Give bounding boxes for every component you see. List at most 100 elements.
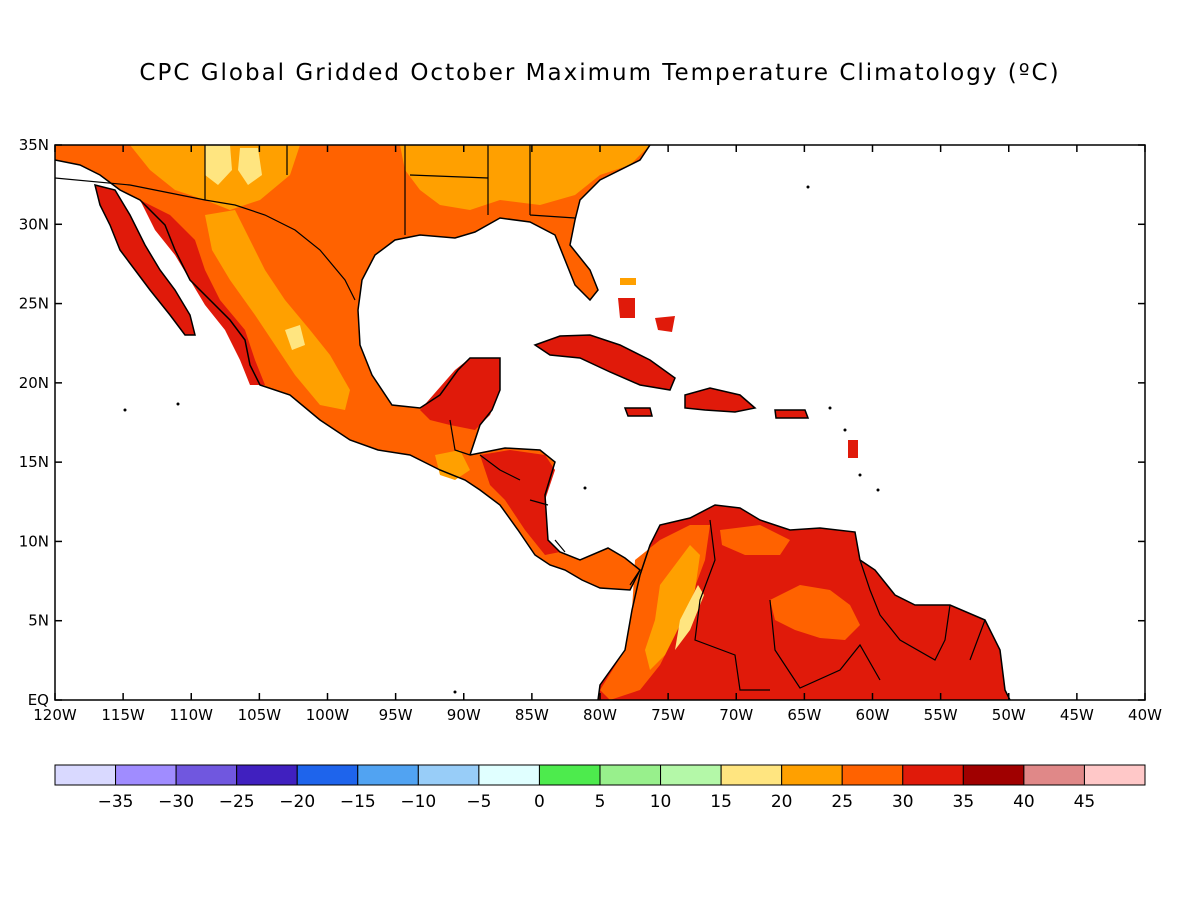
- colorbar-swatch: [841, 764, 904, 786]
- coast-jamaica: [623, 407, 653, 417]
- colorbar-swatch: [1083, 764, 1146, 786]
- region-andes-light: [645, 545, 700, 670]
- colorbar-swatch: [175, 764, 238, 786]
- region-central-america-light: [435, 450, 470, 480]
- colorbar-swatch: [478, 764, 540, 786]
- coast-puerto-rico: [774, 409, 810, 419]
- coast-cuba: [533, 334, 676, 391]
- lon-tick-label: 115W: [101, 706, 145, 724]
- lon-tick-label: 40W: [1128, 706, 1162, 724]
- region-cuba: [535, 335, 675, 390]
- island-dot: [583, 486, 587, 490]
- colorbar-swatch: [115, 764, 177, 786]
- border-us-states: [204, 145, 576, 235]
- lat-tick-label: 5N: [28, 612, 49, 630]
- axis-ticks: [54, 144, 1146, 701]
- island-dot: [176, 402, 180, 406]
- lon-tick-label: 45W: [1060, 706, 1094, 724]
- region-bahamas-2: [655, 316, 675, 332]
- lon-tick-label: 65W: [787, 706, 821, 724]
- colorbar-label: −30: [158, 792, 194, 812]
- colorbar-label: −20: [279, 792, 315, 812]
- lat-tick-label: 35N: [19, 136, 49, 154]
- island-dot: [828, 406, 832, 410]
- lon-tick-label: 75W: [651, 706, 685, 724]
- lon-tick-label: 90W: [447, 706, 481, 724]
- lon-tick-label: 70W: [719, 706, 753, 724]
- map-title: CPC Global Gridded October Maximum Tempe…: [139, 60, 1061, 86]
- lon-tick-label: 95W: [379, 706, 413, 724]
- colorbar-label: 0: [534, 792, 545, 812]
- region-bahamas-1: [618, 298, 635, 318]
- lat-tick-label: 15N: [19, 453, 49, 471]
- region-jamaica: [625, 408, 652, 416]
- colorbar-swatch: [538, 764, 601, 786]
- lat-tick-label: 30N: [19, 215, 49, 233]
- colorbar-swatch: [599, 764, 662, 786]
- colorbar-swatch: [54, 764, 117, 786]
- region-mexican-plateau: [205, 210, 350, 410]
- region-north-america: [55, 145, 650, 590]
- region-andes-yellow: [675, 585, 704, 650]
- colorbar-label: 10: [650, 792, 672, 812]
- colorbar-swatch: [781, 764, 843, 786]
- lon-tick-label: 55W: [924, 706, 958, 724]
- colorbar-swatch: [296, 764, 359, 786]
- colorbar-label: −25: [219, 792, 255, 812]
- island-dot: [876, 488, 880, 492]
- lon-tick-label: 110W: [170, 706, 214, 724]
- lon-tick-label: 60W: [856, 706, 890, 724]
- lon-tick-label: 50W: [992, 706, 1026, 724]
- coast-gulf-of-mexico: [357, 145, 651, 456]
- lon-tick-label: 105W: [238, 706, 282, 724]
- region-lesser-antilles: [848, 440, 858, 458]
- colorbar-label: −15: [340, 792, 376, 812]
- colorbar-label: 20: [771, 792, 793, 812]
- latitude-labels: 35N 30N 25N 20N 15N 10N 5N EQ: [19, 136, 49, 709]
- border-south-america: [629, 519, 986, 691]
- colorbar-swatch: [720, 764, 783, 786]
- coastlines: [55, 145, 1011, 700]
- region-yucatan: [420, 358, 500, 430]
- colorbar-label: 45: [1074, 792, 1096, 812]
- colorbar-label: 5: [595, 792, 606, 812]
- lon-tick-label: 100W: [306, 706, 350, 724]
- colorbar: −35 −30 −25 −20 −15 −10 −5 0 5 10 15 20 25 30 35 40 45: [54, 764, 1146, 812]
- colorbar-swatch: [417, 764, 480, 786]
- colorbar-label: 30: [892, 792, 914, 812]
- lon-tick-label: 120W: [33, 706, 77, 724]
- longitude-labels: 120W 115W 110W 105W 100W 95W 90W 85W 80W 75W 70W 65…: [33, 706, 1162, 724]
- island-dot: [806, 185, 810, 189]
- island-dot: [858, 473, 862, 477]
- lon-tick-label: 80W: [583, 706, 617, 724]
- region-mexico-yellow: [285, 325, 305, 350]
- colorbar-swatch: [1023, 764, 1085, 786]
- colorbar-label: 35: [953, 792, 975, 812]
- colorbar-swatch: [902, 764, 964, 786]
- region-central-america-red: [480, 450, 560, 555]
- colorbar-label: −5: [466, 792, 491, 812]
- coast-south-america: [597, 504, 1011, 700]
- region-hispaniola: [685, 388, 755, 412]
- border-central-america: [449, 419, 566, 553]
- region-baja: [95, 185, 195, 335]
- region-plateau-yellow: [205, 145, 232, 185]
- colorbar-label: 15: [710, 792, 732, 812]
- colorbar-label: −10: [400, 792, 436, 812]
- island-dot: [453, 690, 457, 694]
- coast-central-america-pacific: [55, 159, 641, 591]
- coast-hispaniola: [684, 387, 757, 413]
- lat-tick-label: 20N: [19, 374, 49, 392]
- small-islands: [123, 185, 880, 694]
- lat-tick-label: 10N: [19, 532, 49, 550]
- region-plateau-yellow-2: [238, 148, 262, 185]
- region-venezuela-orange: [720, 525, 790, 555]
- island-dot: [123, 408, 127, 412]
- colorbar-swatch: [660, 764, 722, 786]
- colorbar-label: 25: [831, 792, 853, 812]
- region-guiana-orange: [770, 585, 860, 640]
- island-dot: [843, 428, 847, 432]
- colorbar-label: −35: [98, 792, 134, 812]
- temperature-fill: [55, 145, 1010, 700]
